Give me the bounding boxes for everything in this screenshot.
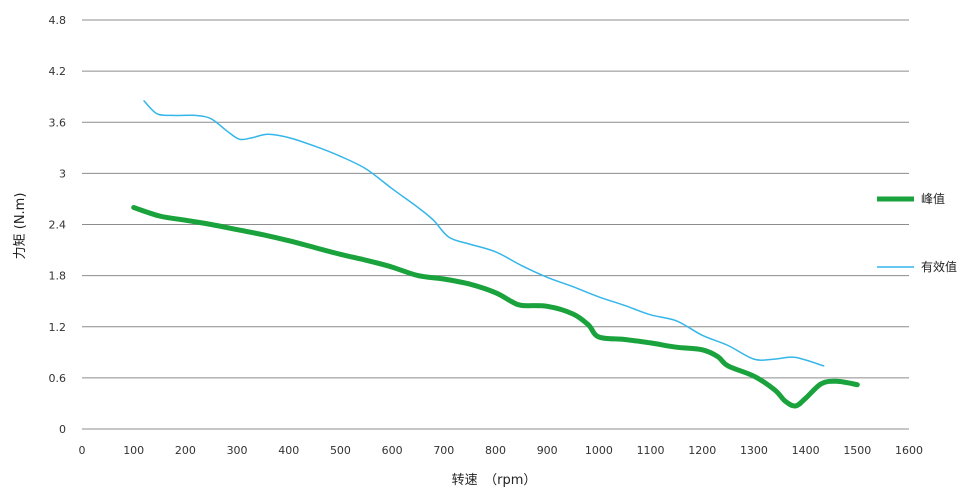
x-tick-label: 1300: [740, 444, 768, 457]
legend-label: 峰值: [921, 191, 945, 206]
x-tick-label: 1600: [895, 444, 923, 457]
x-tick-label: 100: [123, 444, 144, 457]
y-tick-label: 3: [59, 167, 66, 180]
y-axis-title: 力矩 (N.m): [13, 193, 28, 260]
x-tick-label: 1000: [585, 444, 613, 457]
x-tick-label: 900: [537, 444, 558, 457]
x-tick-label: 200: [175, 444, 196, 457]
series-line-peak: [131, 205, 860, 409]
gridlines: [82, 19, 909, 379]
x-tick-label: 500: [330, 444, 351, 457]
x-tick-label: 800: [485, 444, 506, 457]
x-tick-label: 600: [382, 444, 403, 457]
y-tick-label: 4.2: [49, 65, 67, 78]
x-tick-label: 1200: [688, 444, 716, 457]
x-tick-label: 1400: [792, 444, 820, 457]
x-tick-label: 400: [278, 444, 299, 457]
x-tick-label: 300: [227, 444, 248, 457]
y-tick-label: 3.6: [49, 116, 67, 129]
y-tick-label: 4.8: [49, 14, 67, 27]
x-tick-label: 0: [79, 444, 86, 457]
y-tick-label: 2.4: [49, 219, 67, 232]
series-line-rms: [143, 100, 825, 367]
y-tick-label: 1.2: [49, 321, 67, 334]
y-axis-ticks: 0 0.6 1.2 1.8 2.4 3 3.6 4.2 4.8: [49, 14, 67, 436]
legend-label: 有效值: [921, 259, 957, 274]
y-tick-label: 0: [59, 423, 66, 436]
y-tick-label: 1.8: [49, 270, 67, 283]
x-axis-ticks: 0 100 200 300 400 500 600 700 800 900 1000 1100 1200…: [79, 444, 924, 457]
x-tick-label: 700: [433, 444, 454, 457]
y-tick-label: 0.6: [49, 372, 67, 385]
x-axis-title: 转速 （rpm）: [452, 473, 537, 488]
x-tick-label: 1100: [637, 444, 665, 457]
x-tick-label: 1500: [843, 444, 871, 457]
series-lines: [131, 100, 860, 409]
